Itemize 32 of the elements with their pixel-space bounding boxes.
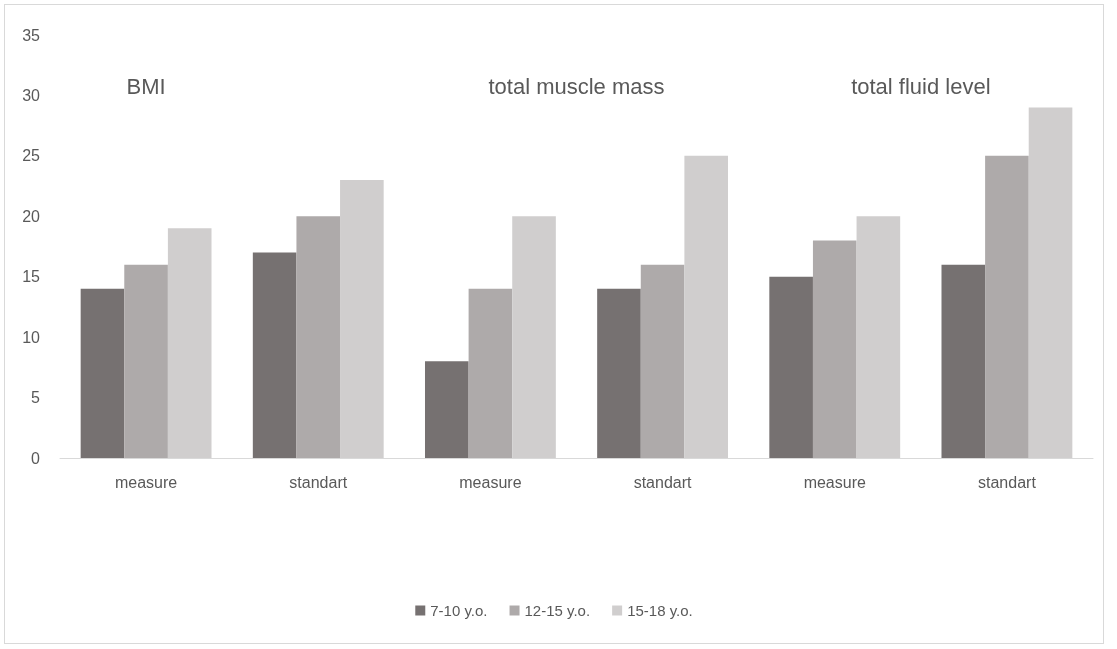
annotation: BMI xyxy=(126,73,166,99)
y-tick-label: 0 xyxy=(31,449,41,467)
y-tick-label: 10 xyxy=(22,328,41,346)
bar xyxy=(941,264,986,458)
bar xyxy=(424,361,469,458)
x-tick-label: standart xyxy=(289,473,348,491)
bar xyxy=(252,252,297,458)
legend-label: 7-10 y.o. xyxy=(430,602,488,619)
y-tick-label: 15 xyxy=(22,268,41,286)
annotation: total fluid level xyxy=(851,73,991,99)
y-tick-label: 20 xyxy=(22,207,41,225)
bar xyxy=(124,264,168,458)
x-tick-label: measure xyxy=(114,473,178,491)
y-tick-label: 30 xyxy=(22,86,41,104)
legend-label: 15-18 y.o. xyxy=(627,602,693,619)
x-tick-label: standart xyxy=(978,473,1037,491)
x-tick-label: standart xyxy=(633,473,693,491)
legend-label: 12-15 y.o. xyxy=(524,602,591,619)
y-tick-label: 25 xyxy=(22,147,41,165)
bar xyxy=(597,288,641,458)
y-tick-label: 35 xyxy=(22,26,41,44)
bar xyxy=(769,276,813,458)
bar xyxy=(296,216,341,458)
x-tick-label: measure xyxy=(459,473,522,491)
bar xyxy=(985,155,1029,458)
bar xyxy=(812,240,857,458)
annotation: total muscle mass xyxy=(488,73,665,99)
bar xyxy=(468,288,513,458)
x-tick-label: measure xyxy=(803,473,866,491)
y-tick-label: 5 xyxy=(31,389,41,407)
bar xyxy=(80,288,125,458)
bar xyxy=(640,264,685,458)
